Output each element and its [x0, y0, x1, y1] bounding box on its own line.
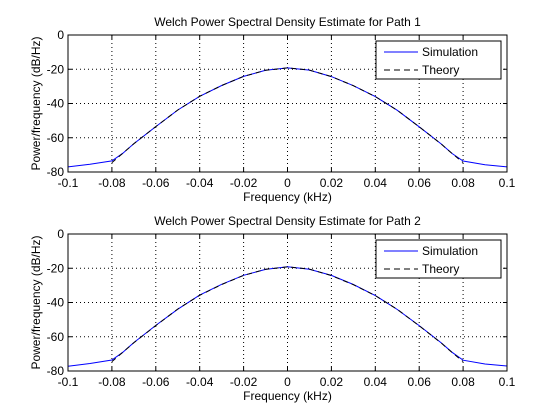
y-tick-label: -60 — [47, 131, 65, 145]
x-tick-label: 0 — [284, 176, 291, 190]
y-axis-label: Power/frequency (dB/Hz) — [29, 235, 43, 369]
x-tick-label: -0.04 — [186, 176, 214, 190]
legend: Simulation Theory — [375, 239, 502, 279]
x-tick-label: -0.08 — [98, 375, 126, 389]
chart-1: -0.1 -0.08 -0.06 -0.04 -0.02 0 0.02 0.04 0.06 0.0… — [29, 15, 516, 204]
y-tick-label: -40 — [47, 97, 65, 111]
x-tick-label: -0.08 — [98, 176, 126, 190]
x-tick-label: 0.08 — [451, 375, 475, 389]
chart-2: -0.1 -0.08 -0.06 -0.04 -0.02 0 0.02 0.04 0.06 0.0… — [29, 214, 516, 403]
x-tick-label: 0.08 — [451, 176, 475, 190]
series-line-theory — [111, 67, 464, 163]
y-tick-label: 0 — [57, 28, 64, 42]
x-axis-label: Frequency (kHz) — [243, 190, 332, 204]
legend: Simulation Theory — [375, 40, 502, 80]
y-tick-label: -60 — [47, 330, 65, 344]
x-axis-label: Frequency (kHz) — [243, 389, 332, 403]
x-tick-label: 0.04 — [364, 176, 388, 190]
x-tick-label: 0 — [284, 375, 291, 389]
chart-title: Welch Power Spectral Density Estimate fo… — [154, 15, 421, 29]
grid — [68, 35, 507, 172]
legend-box — [375, 40, 502, 80]
x-tick-label: 0.06 — [408, 176, 432, 190]
x-tick-label: -0.06 — [142, 176, 170, 190]
legend-label: Simulation — [422, 45, 478, 59]
x-tick-label: -0.1 — [58, 176, 79, 190]
x-tick-label: -0.06 — [142, 375, 170, 389]
x-tick-label: -0.02 — [230, 375, 258, 389]
legend-label: Theory — [422, 63, 459, 77]
x-tick-label: 0.04 — [364, 375, 388, 389]
y-tick-label: -80 — [47, 364, 65, 378]
legend-label: Simulation — [422, 244, 478, 258]
y-tick-label: -20 — [47, 62, 65, 76]
y-tick-label: -40 — [47, 296, 65, 310]
y-tick-label: 0 — [57, 227, 64, 241]
series-line-theory — [111, 266, 464, 362]
legend-box — [375, 239, 502, 279]
x-tick-label: 0.1 — [499, 176, 516, 190]
x-tick-label: 0.02 — [320, 375, 344, 389]
y-tick-label: -80 — [47, 165, 65, 179]
x-tick-label: -0.1 — [58, 375, 79, 389]
x-tick-label: 0.1 — [499, 375, 516, 389]
x-tick-label: 0.02 — [320, 176, 344, 190]
legend-label: Theory — [422, 262, 459, 276]
x-tick-label: -0.02 — [230, 176, 258, 190]
chart-title: Welch Power Spectral Density Estimate fo… — [154, 214, 421, 228]
x-tick-label: 0.06 — [408, 375, 432, 389]
y-tick-label: -20 — [47, 261, 65, 275]
y-axis-label: Power/frequency (dB/Hz) — [29, 36, 43, 170]
grid — [68, 234, 507, 371]
x-tick-label: -0.04 — [186, 375, 214, 389]
